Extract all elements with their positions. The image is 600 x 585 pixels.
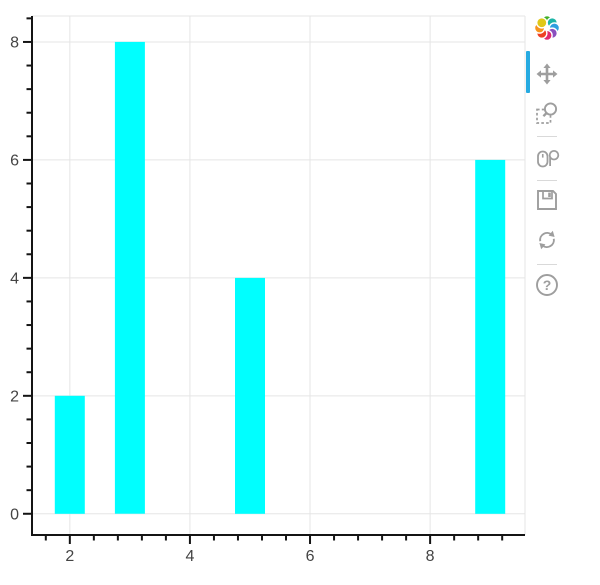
save-tool-button[interactable] [529,182,565,218]
y-tick-label: 0 [10,506,19,523]
bar [114,41,145,514]
y-tick-label: 8 [10,34,19,51]
y-tick-label: 2 [10,388,19,405]
save-icon [537,190,557,210]
wheel-zoom-icon [536,149,559,167]
x-tick-label: 2 [65,548,74,565]
y-tick-label: 4 [10,270,19,287]
toolbar-separator [537,180,557,181]
help-tool-button[interactable]: ? [529,267,565,303]
pan-icon [536,63,558,85]
toolbar: ? [526,0,600,320]
bar [54,395,85,514]
wheel-zoom-tool-button[interactable] [529,139,565,175]
bar [475,159,506,514]
bokeh-logo-petals [533,14,561,42]
x-tick-label: 4 [185,548,194,565]
help-icon: ? [536,274,558,296]
pan-tool-button[interactable] [529,56,565,92]
toolbar-separator [537,264,557,265]
toolbar-separator [537,136,557,137]
reset-tool-button[interactable] [529,222,565,258]
active-tool-indicator [526,51,530,93]
help-glyph: ? [543,277,552,293]
box-zoom-tool-button[interactable] [529,95,565,131]
y-tick-label: 6 [10,152,19,169]
bar [235,277,265,514]
logo-petal [535,16,548,29]
x-tick-label: 6 [306,548,315,565]
x-tick-label: 8 [426,548,435,565]
bokeh-logo-icon[interactable] [533,14,561,42]
reset-icon [539,230,555,250]
box-zoom-icon [536,102,558,124]
